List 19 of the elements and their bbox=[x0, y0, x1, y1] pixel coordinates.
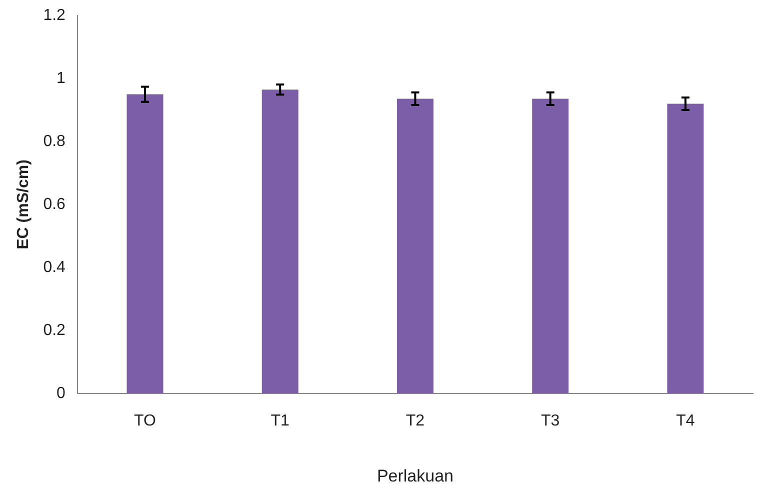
y-tick-label: 1.2 bbox=[43, 7, 66, 24]
x-axis-title: Perlakuan bbox=[376, 466, 454, 486]
x-tick-label: T2 bbox=[406, 412, 425, 430]
bar bbox=[667, 104, 704, 394]
x-tick-label: T4 bbox=[676, 412, 695, 430]
bar bbox=[532, 98, 569, 394]
y-tick-label: 0 bbox=[56, 384, 66, 402]
x-tick-label: TO bbox=[134, 412, 156, 430]
y-tick-label: 0.2 bbox=[43, 322, 66, 339]
bar bbox=[262, 90, 298, 394]
y-tick-label: 0.6 bbox=[43, 196, 66, 213]
y-axis-title: EC (mS/cm) bbox=[15, 160, 32, 250]
bar bbox=[396, 98, 434, 394]
y-tick-label: 1 bbox=[56, 70, 66, 87]
bar bbox=[126, 94, 164, 394]
x-tick-label: T1 bbox=[270, 412, 290, 430]
y-tick-label: 0.8 bbox=[43, 132, 66, 150]
x-tick-label: T3 bbox=[540, 412, 560, 430]
y-tick-label: 0.4 bbox=[43, 258, 66, 276]
